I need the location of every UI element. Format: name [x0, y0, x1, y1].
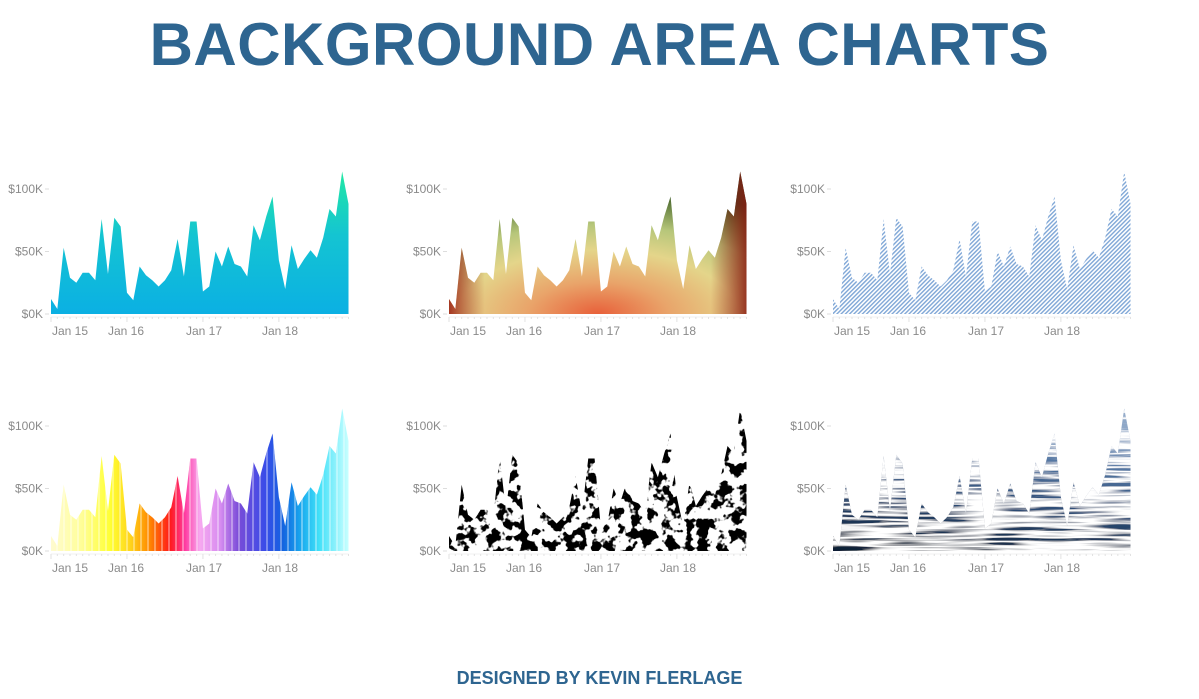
x-axis-label: Jan 16: [108, 324, 144, 338]
chart-red-green-gradient: $100K $50K $0K Jan 15 Jan 16 Jan 17 Jan 18: [398, 160, 778, 360]
x-axis-label: Jan 15: [52, 324, 88, 338]
y-axis-label: $50K: [15, 482, 43, 496]
x-axis-label: Jan 16: [108, 561, 144, 575]
chart-teal-gradient: $100K $50K $0K Jan 15 Jan 16 Jan 17 Jan 18: [0, 160, 380, 360]
y-axis-label: $100K: [790, 182, 825, 196]
y-axis-label: $0K: [22, 544, 43, 558]
y-axis-label: $0K: [804, 544, 825, 558]
y-axis-label: $50K: [797, 245, 825, 259]
x-axis-label: Jan 16: [506, 324, 542, 338]
y-axis-label: $50K: [413, 245, 441, 259]
x-axis-label: Jan 15: [450, 561, 486, 575]
y-axis-label: $0K: [420, 544, 441, 558]
page-title: BACKGROUND AREA CHARTS: [149, 11, 1050, 78]
y-axis-label: $100K: [790, 419, 825, 433]
x-axis-label: Jan 17: [968, 561, 1004, 575]
area-chart-plot[interactable]: $100K $50K $0K Jan 15 Jan 16 Jan 17 Jan 18: [782, 397, 1162, 597]
chart-blue-hatch: $100K $50K $0K Jan 15 Jan 16 Jan 17 Jan 18: [782, 160, 1162, 360]
y-axis-label: $100K: [8, 419, 43, 433]
x-axis-label: Jan 15: [450, 324, 486, 338]
x-axis-label: Jan 16: [890, 324, 926, 338]
x-axis-label: Jan 16: [506, 561, 542, 575]
chart-water-texture: $100K $50K $0K Jan 15 Jan 16 Jan 17 Jan 18: [782, 397, 1162, 597]
y-axis-label: $50K: [413, 482, 441, 496]
y-axis-label: $50K: [15, 245, 43, 259]
x-axis-label: Jan 18: [1044, 324, 1080, 338]
y-axis-label: $0K: [22, 307, 43, 321]
x-axis-label: Jan 18: [1044, 561, 1080, 575]
x-axis-label: Jan 16: [890, 561, 926, 575]
area-chart-plot[interactable]: $100K $50K $0K Jan 15 Jan 16 Jan 17 Jan 18: [0, 160, 380, 360]
y-axis-label: $100K: [8, 182, 43, 196]
y-axis-label: $100K: [406, 419, 441, 433]
x-axis-label: Jan 17: [584, 324, 620, 338]
x-axis-label: Jan 15: [834, 561, 870, 575]
designer-credit: DESIGNED BY KEVIN FLERLAGE: [456, 668, 743, 688]
x-axis-label: Jan 18: [262, 324, 298, 338]
area-chart-plot[interactable]: $100K $50K $0K Jan 15 Jan 16 Jan 17 Jan 18: [398, 160, 778, 360]
area-chart-plot[interactable]: $100K $50K $0K Jan 15 Jan 16 Jan 17 Jan 18: [782, 160, 1162, 360]
x-axis-label: Jan 17: [186, 324, 222, 338]
x-axis-label: Jan 15: [834, 324, 870, 338]
area-chart-plot[interactable]: $100K $50K $0K Jan 15 Jan 16 Jan 17 Jan 18: [0, 397, 380, 597]
y-axis-label: $0K: [804, 307, 825, 321]
x-axis-label: Jan 18: [660, 324, 696, 338]
area-chart-plot[interactable]: $100K $50K $0K Jan 15 Jan 16 Jan 17 Jan 18: [398, 397, 778, 597]
y-axis-label: $0K: [420, 307, 441, 321]
chart-black-texture: $100K $50K $0K Jan 15 Jan 16 Jan 17 Jan 18: [398, 397, 778, 597]
x-axis-label: Jan 18: [660, 561, 696, 575]
x-axis-label: Jan 18: [262, 561, 298, 575]
x-axis-label: Jan 15: [52, 561, 88, 575]
x-axis-label: Jan 17: [186, 561, 222, 575]
x-axis-label: Jan 17: [968, 324, 1004, 338]
x-axis-label: Jan 17: [584, 561, 620, 575]
y-axis-label: $100K: [406, 182, 441, 196]
chart-rainbow: $100K $50K $0K Jan 15 Jan 16 Jan 17 Jan 18: [0, 397, 380, 597]
y-axis-label: $50K: [797, 482, 825, 496]
